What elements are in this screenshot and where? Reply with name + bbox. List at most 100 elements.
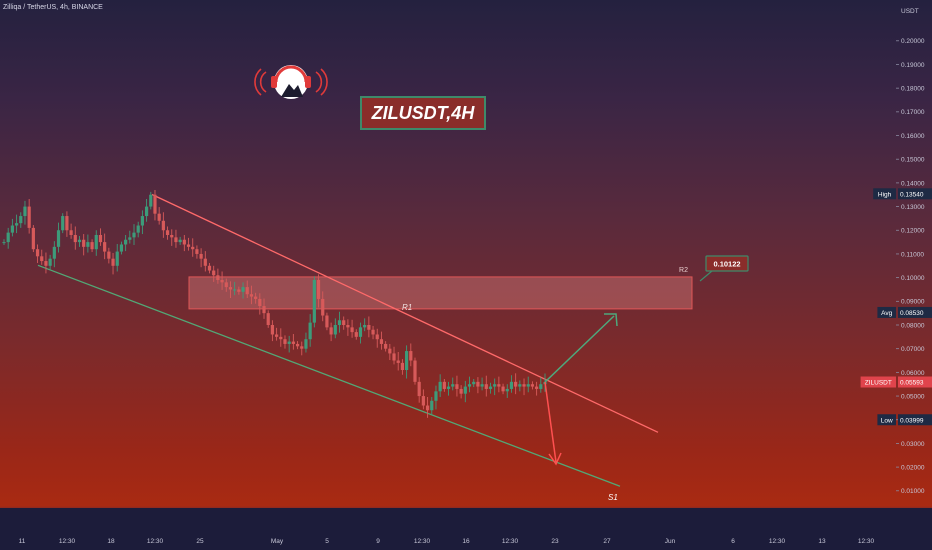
candle-body [149,194,153,207]
candle-body [191,246,195,250]
candle-body [514,381,518,387]
time-tick-label: 18 [107,538,115,545]
time-tick-label: Jun [665,538,676,545]
candle-body [379,339,384,344]
candle-body [392,353,396,361]
candle-body [157,213,161,221]
candle-body [413,360,417,382]
candle-body [220,280,224,283]
candle-body [212,270,216,276]
watermark-title: ZILUSDT,4H [371,103,475,123]
candle-body [161,220,165,231]
time-tick-label: 12:30 [502,538,519,545]
time-tick-label: 9 [376,538,380,545]
candle-body [119,244,124,252]
candle-body [35,249,40,257]
price-flag-value-box [898,414,932,426]
candle-body [241,287,245,292]
watermark-title-box: ZILUSDT,4H [360,96,486,130]
candle-body [535,386,539,389]
candle-body [124,239,128,245]
candle-body [375,334,379,340]
candle-body [325,315,329,328]
candle-body [409,351,413,361]
candle-body [107,251,111,259]
candle-body [224,282,228,288]
resistance-zone [188,276,693,310]
price-axis-unit: USDT [901,8,919,15]
candle-body [467,384,472,387]
candle-body [371,329,375,335]
upper-trendline [151,193,659,433]
price-flag-value: 0.03999 [900,417,924,424]
candle-body [342,320,346,325]
candle-body [136,225,140,233]
candle-body [388,348,392,354]
candle-body [228,287,233,290]
candle-body [530,384,535,387]
candle-body [304,339,308,349]
candle-body [258,298,262,307]
price-tick-label: 0.18000 [901,86,925,93]
time-tick-label: 12:30 [769,538,786,545]
candle-body [476,381,480,387]
time-tick-label: 27 [603,538,611,545]
candle-body [438,381,442,392]
price-flag-name: Avg [881,310,892,317]
price-flag-value-box [898,188,932,200]
bearish-path-arrow [544,381,557,463]
candle-body [140,216,144,226]
candle-body [266,313,270,325]
time-tick-label: 11 [19,538,26,545]
candle-body [350,327,354,333]
candle-body [10,225,14,233]
candle-body [2,242,6,244]
candle-body [321,298,325,316]
time-axis[interactable]: 11 12:30 18 12:30 25 May 5 9 12:30 16 12:30 23 27 Jun… [0,508,932,550]
candle-body [6,232,10,243]
price-flag-name-box [873,188,896,200]
candle-body [52,246,56,259]
price-tick-label: 0.08000 [901,322,925,329]
price-flag-value: 0.08530 [900,310,924,317]
candle-body [308,322,312,340]
candle-body [174,237,178,243]
candle-body [354,332,358,337]
target-pointer [699,270,713,282]
candle-body [484,384,488,389]
bullish-arrowhead [604,313,618,327]
candle-body [249,294,254,297]
candle-body [90,242,94,250]
lower-trendline [37,264,621,487]
candle-body [346,325,350,328]
price-tick-label: 0.17000 [901,109,925,116]
candle-body [111,258,115,266]
price-flag-name-box [877,306,896,318]
candle-body [367,325,371,330]
price-tick-label: 0.16000 [901,133,925,140]
candle-body [358,327,363,337]
candle-body [128,237,132,240]
candle-body [207,265,212,271]
target-callout-box [705,255,749,272]
candle-body [203,258,207,266]
candle-body [199,253,203,259]
bullish-path-arrow [544,315,615,383]
time-tick-label: 16 [462,538,470,545]
time-tick-label: 25 [196,538,204,545]
candle-body [291,341,295,344]
candle-body [279,336,283,340]
candle-body [82,239,86,247]
price-flag-value-box [898,376,932,388]
candle-body [434,391,438,401]
candle-body [539,384,543,389]
candle-body [178,239,182,243]
price-axis[interactable]: USDT 0.20000 0.19000 0.18000 0.17000 0.16000 0… [860,8,932,495]
candle-body [19,216,23,224]
candle-body [153,194,157,214]
candle-body [115,251,119,266]
candle-body [421,396,425,406]
candle-body [501,386,505,392]
price-tick-label: 0.07000 [901,346,925,353]
